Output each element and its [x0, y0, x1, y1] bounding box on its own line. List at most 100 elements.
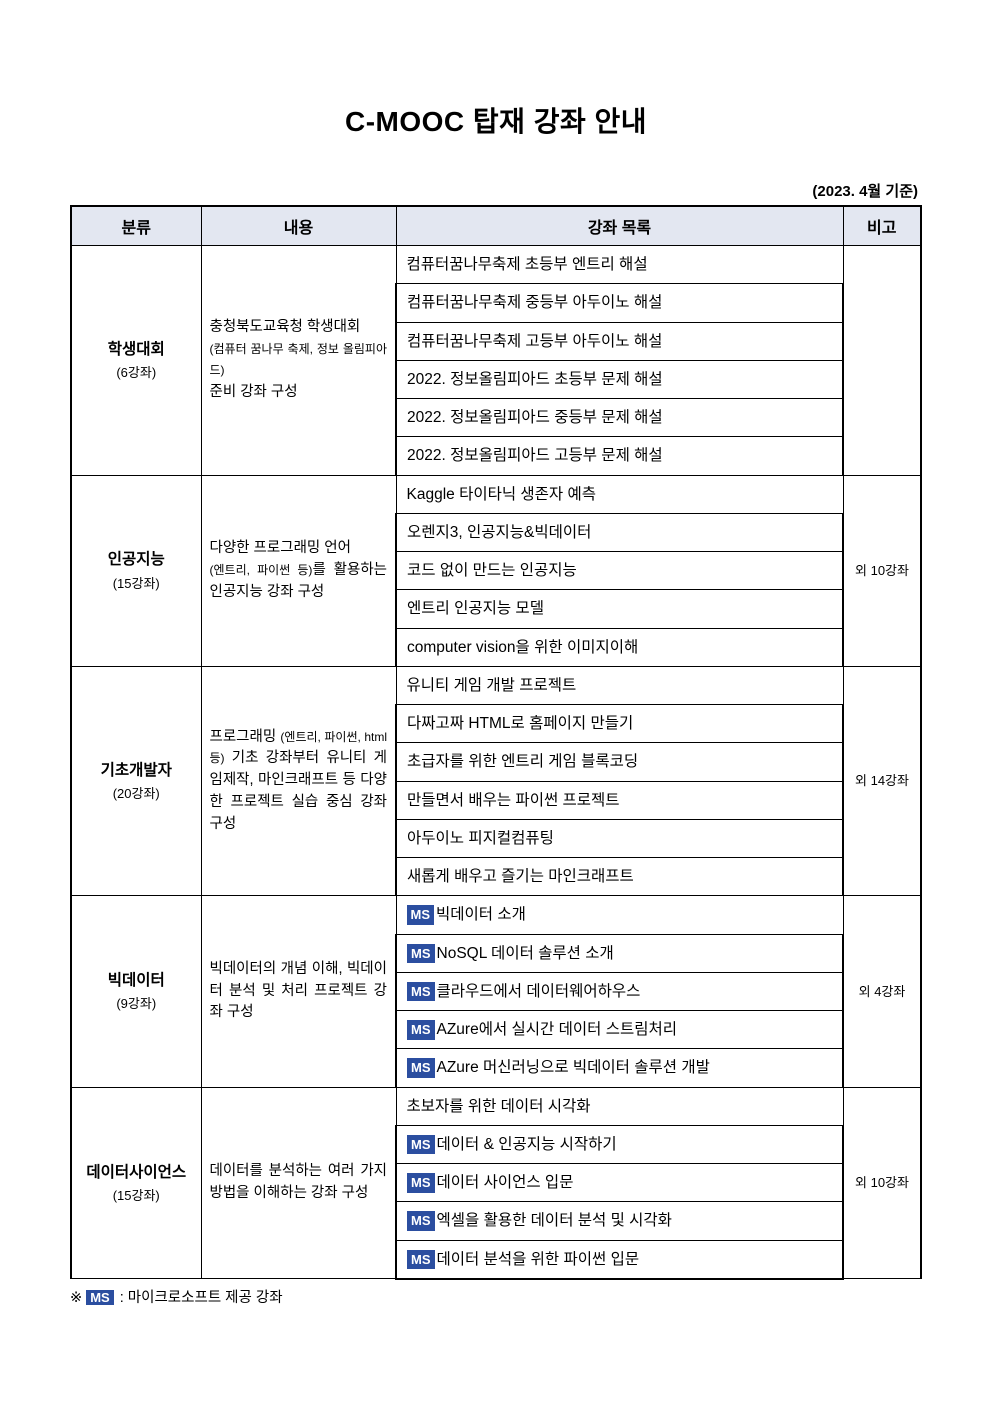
course-cell: 유니티 게임 개발 프로젝트	[396, 666, 843, 704]
course-name: 컴퓨터꿈나무축제 초등부 엔트리 해설	[407, 256, 648, 273]
category-sub: (9강좌)	[80, 994, 193, 1014]
course-name: 2022. 정보올림피아드 고등부 문제 해설	[407, 447, 663, 464]
course-name: 오렌지3, 인공지능&빅데이터	[407, 524, 591, 541]
course-name: 2022. 정보올림피아드 초등부 문제 해설	[407, 371, 663, 388]
table-row: 학생대회(6강좌)충청북도교육청 학생대회(컴퓨터 꿈나무 축제, 정보 올림피…	[71, 246, 921, 284]
category-title: 인공지능	[108, 551, 165, 568]
ms-badge-icon: MS	[407, 1211, 435, 1231]
course-cell: MSAZure 머신러닝으로 빅데이터 솔루션 개발	[396, 1049, 843, 1087]
ms-badge-icon: MS	[407, 1135, 435, 1155]
note-cell: 외 4강좌	[843, 896, 921, 1087]
course-name: 만들면서 배우는 파이썬 프로젝트	[407, 792, 620, 809]
course-cell: MS엑셀을 활용한 데이터 분석 및 시각화	[396, 1202, 843, 1240]
course-cell: MS데이터 분석을 위한 파이썬 입문	[396, 1240, 843, 1279]
ms-badge-icon: MS	[407, 1173, 435, 1193]
category-cell: 데이터사이언스 (15강좌)	[71, 1087, 201, 1279]
category-title: 학생대회	[108, 341, 165, 358]
course-name: AZure 머신러닝으로 빅데이터 솔루션 개발	[437, 1059, 710, 1076]
course-cell: 엔트리 인공지능 모델	[396, 590, 843, 628]
ms-badge-icon: MS	[407, 1058, 435, 1078]
category-sub: (15강좌)	[80, 574, 193, 594]
category-cell: 빅데이터 (9강좌)	[71, 896, 201, 1087]
th-description: 내용	[201, 206, 396, 246]
course-name: 유니티 게임 개발 프로젝트	[407, 677, 577, 694]
course-cell: computer vision을 위한 이미지이해	[396, 628, 843, 666]
th-note: 비고	[843, 206, 921, 246]
course-table: 분류 내용 강좌 목록 비고 학생대회(6강좌)충청북도교육청 학생대회(컴퓨터…	[70, 205, 922, 1280]
course-name: 코드 없이 만드는 인공지능	[407, 562, 577, 579]
course-name: 데이터 & 인공지능 시작하기	[437, 1136, 617, 1153]
course-cell: 새롭게 배우고 즐기는 마인크래프트	[396, 858, 843, 896]
th-category: 분류	[71, 206, 201, 246]
description-cell: 다양한 프로그래밍 언어(엔트리, 파이썬 등)를 활용하는 인공지능 강좌 구…	[201, 475, 396, 666]
course-name: 초급자를 위한 엔트리 게임 블록코딩	[407, 753, 638, 770]
footnote-prefix: ※	[70, 1290, 82, 1306]
course-name: 클라우드에서 데이터웨어하우스	[437, 983, 641, 1000]
note-cell: 외 10강좌	[843, 475, 921, 666]
course-cell: MSAZure에서 실시간 데이터 스트림처리	[396, 1011, 843, 1049]
course-cell: 2022. 정보올림피아드 중등부 문제 해설	[396, 399, 843, 437]
course-name: 빅데이터 소개	[436, 906, 526, 923]
footnote-text: : 마이크로소프트 제공 강좌	[120, 1290, 283, 1306]
description-cell: 충청북도교육청 학생대회(컴퓨터 꿈나무 축제, 정보 올림피아드)준비 강좌 …	[201, 246, 396, 476]
course-cell: 컴퓨터꿈나무축제 중등부 아두이노 해설	[396, 284, 843, 322]
course-name: 다짜고짜 HTML로 홈페이지 만들기	[407, 715, 633, 732]
course-cell: Kaggle 타이타닉 생존자 예측	[396, 475, 843, 513]
course-cell: MSNoSQL 데이터 솔루션 소개	[396, 934, 843, 972]
course-cell: 2022. 정보올림피아드 고등부 문제 해설	[396, 437, 843, 475]
course-name: 새롭게 배우고 즐기는 마인크래프트	[407, 868, 634, 885]
category-sub: (20강좌)	[80, 784, 193, 804]
category-cell: 인공지능 (15강좌)	[71, 475, 201, 666]
ms-badge-icon: MS	[407, 905, 435, 925]
course-name: NoSQL 데이터 솔루션 소개	[437, 945, 614, 962]
note-cell	[843, 246, 921, 476]
note-cell: 외 14강좌	[843, 666, 921, 896]
category-cell: 학생대회(6강좌)	[71, 246, 201, 476]
category-cell: 기초개발자 (20강좌)	[71, 666, 201, 896]
course-cell: 아두이노 피지컬컴퓨팅	[396, 819, 843, 857]
page-title: C-MOOC 탑재 강좌 안내	[70, 100, 922, 140]
ms-badge-icon: MS	[407, 1020, 435, 1040]
course-name: 데이터 사이언스 입문	[437, 1174, 574, 1191]
course-name: 컴퓨터꿈나무축제 중등부 아두이노 해설	[407, 294, 662, 311]
course-cell: 만들면서 배우는 파이썬 프로젝트	[396, 781, 843, 819]
footnote: ※ MS : 마이크로소프트 제공 강좌	[70, 1286, 922, 1307]
table-header-row: 분류 내용 강좌 목록 비고	[71, 206, 921, 246]
description-cell: 빅데이터의 개념 이해, 빅데이터 분석 및 처리 프로젝트 강좌 구성	[201, 896, 396, 1087]
table-row: 인공지능(15강좌)다양한 프로그래밍 언어(엔트리, 파이썬 등)를 활용하는…	[71, 475, 921, 513]
course-cell: 코드 없이 만드는 인공지능	[396, 552, 843, 590]
table-row: 데이터사이언스(15강좌)데이터를 분석하는 여러 가지 방법을 이해하는 강좌…	[71, 1087, 921, 1125]
description-cell: 데이터를 분석하는 여러 가지 방법을 이해하는 강좌 구성	[201, 1087, 396, 1279]
course-cell: MS클라우드에서 데이터웨어하우스	[396, 972, 843, 1010]
category-sub: (15강좌)	[80, 1186, 193, 1206]
ms-badge-icon: MS	[407, 944, 435, 964]
course-cell: 다짜고짜 HTML로 홈페이지 만들기	[396, 705, 843, 743]
course-name: 컴퓨터꿈나무축제 고등부 아두이노 해설	[407, 333, 662, 350]
category-title: 빅데이터	[108, 972, 165, 989]
note-cell: 외 10강좌	[843, 1087, 921, 1279]
course-name: 2022. 정보올림피아드 중등부 문제 해설	[407, 409, 663, 426]
ms-badge-icon: MS	[86, 1290, 114, 1305]
ms-badge-icon: MS	[407, 1250, 435, 1270]
course-name: 데이터 분석을 위한 파이썬 입문	[437, 1251, 640, 1268]
course-cell: 2022. 정보올림피아드 초등부 문제 해설	[396, 360, 843, 398]
date-note: (2023. 4월 기준)	[70, 180, 922, 201]
course-name: 초보자를 위한 데이터 시각화	[407, 1098, 591, 1115]
course-name: AZure에서 실시간 데이터 스트림처리	[437, 1021, 678, 1038]
course-name: 아두이노 피지컬컴퓨팅	[407, 830, 554, 847]
description-cell: 프로그래밍 (엔트리, 파이썬, html 등) 기초 강좌부터 유니티 게임제…	[201, 666, 396, 896]
course-cell: 초급자를 위한 엔트리 게임 블록코딩	[396, 743, 843, 781]
course-cell: MS데이터 사이언스 입문	[396, 1164, 843, 1202]
course-name: 엔트리 인공지능 모델	[407, 600, 544, 617]
course-name: Kaggle 타이타닉 생존자 예측	[407, 486, 597, 503]
course-cell: MS빅데이터 소개	[396, 896, 843, 934]
table-row: 빅데이터(9강좌)빅데이터의 개념 이해, 빅데이터 분석 및 처리 프로젝트 …	[71, 896, 921, 934]
ms-badge-icon: MS	[407, 982, 435, 1002]
category-title: 기초개발자	[101, 762, 172, 779]
category-title: 데이터사이언스	[86, 1164, 186, 1181]
course-name: 엑셀을 활용한 데이터 분석 및 시각화	[437, 1212, 672, 1229]
course-cell: 오렌지3, 인공지능&빅데이터	[396, 513, 843, 551]
th-course-list: 강좌 목록	[396, 206, 843, 246]
course-cell: 컴퓨터꿈나무축제 고등부 아두이노 해설	[396, 322, 843, 360]
table-row: 기초개발자(20강좌)프로그래밍 (엔트리, 파이썬, html 등) 기초 강…	[71, 666, 921, 704]
